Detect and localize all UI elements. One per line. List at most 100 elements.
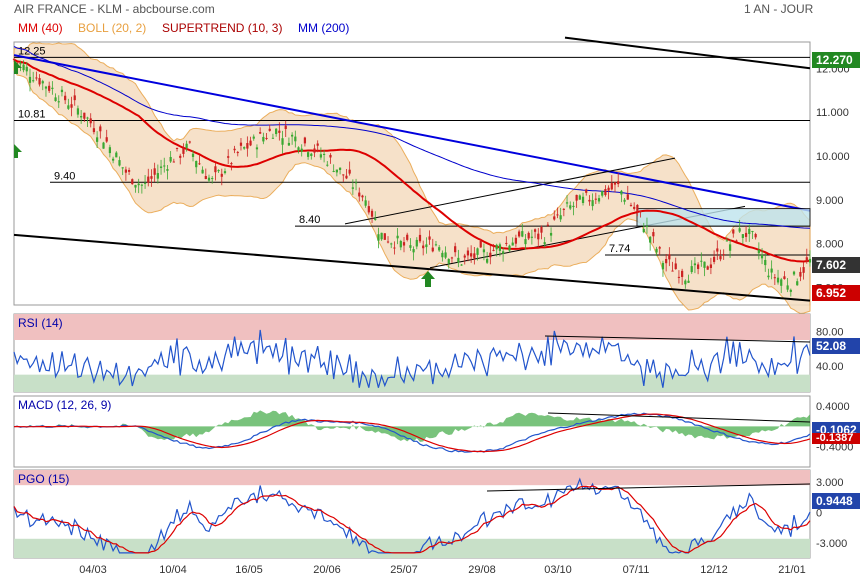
candle-body bbox=[760, 254, 764, 259]
candle-body bbox=[179, 155, 182, 158]
candle-body bbox=[233, 148, 236, 151]
candle-body bbox=[358, 192, 361, 197]
downtrend-line-blue bbox=[13, 54, 811, 212]
candle-body bbox=[553, 216, 556, 220]
candle-body bbox=[792, 271, 796, 275]
candle-body bbox=[661, 262, 665, 270]
candle-body bbox=[415, 239, 418, 247]
buy-arrow-icon bbox=[14, 60, 22, 74]
candle-body bbox=[677, 276, 681, 278]
candle-body bbox=[530, 236, 533, 238]
level-label: 7.74 bbox=[609, 243, 630, 255]
candle-body bbox=[354, 182, 358, 184]
candle-body bbox=[591, 200, 594, 207]
candle-body bbox=[597, 198, 601, 202]
candle-body bbox=[732, 229, 735, 234]
candle-body bbox=[703, 261, 706, 268]
y-tick-label: 0.4000 bbox=[816, 401, 850, 413]
candle-body bbox=[575, 194, 578, 201]
candle-body bbox=[134, 184, 137, 188]
pgo-signal-line bbox=[13, 485, 811, 554]
candle-body bbox=[438, 247, 441, 251]
candle-body bbox=[399, 240, 402, 248]
candle-body bbox=[306, 152, 310, 157]
candle-body bbox=[348, 169, 351, 174]
candle-body bbox=[549, 232, 553, 236]
candle-body bbox=[265, 137, 268, 139]
candle-body bbox=[460, 264, 463, 266]
candle-body bbox=[380, 232, 383, 240]
candle-body bbox=[748, 228, 751, 235]
candle-body bbox=[562, 208, 565, 210]
legend-macd: MACD (12, 26, 9) bbox=[18, 398, 112, 412]
legend-pgo: PGO (15) bbox=[18, 472, 70, 486]
candle-body bbox=[757, 250, 760, 254]
candle-body bbox=[64, 95, 67, 101]
candle-body bbox=[479, 241, 482, 248]
candle-body bbox=[12, 58, 16, 60]
candle-body bbox=[412, 249, 415, 253]
candle-body bbox=[709, 264, 713, 268]
candle-body bbox=[623, 199, 626, 202]
mm40-line bbox=[13, 58, 811, 263]
candle-body bbox=[728, 244, 732, 251]
candle-body bbox=[604, 189, 607, 196]
candle-body bbox=[725, 240, 728, 242]
candle-body bbox=[789, 289, 792, 292]
x-tick-label: 29/08 bbox=[468, 564, 496, 576]
candle-body bbox=[70, 104, 73, 108]
indicator-trend-line bbox=[544, 335, 811, 343]
candle-body bbox=[805, 257, 808, 262]
supertrend-badge: 6.952 bbox=[812, 285, 860, 301]
candle-body bbox=[425, 244, 428, 248]
candle-body bbox=[111, 158, 115, 161]
macd-line bbox=[13, 412, 811, 453]
candle-body bbox=[594, 198, 597, 200]
candle-body bbox=[626, 194, 629, 200]
x-tick-label: 04/03 bbox=[79, 564, 107, 576]
zone-band bbox=[14, 470, 810, 486]
candle-body bbox=[802, 267, 805, 273]
candle-body bbox=[32, 80, 35, 82]
candle-body bbox=[428, 236, 431, 240]
candle-body bbox=[22, 64, 25, 71]
candle-body bbox=[297, 147, 300, 151]
candle-body bbox=[338, 167, 342, 171]
candle-body bbox=[89, 118, 92, 124]
x-tick-label: 16/05 bbox=[235, 564, 263, 576]
candle-body bbox=[38, 78, 41, 85]
candle-body bbox=[569, 205, 572, 209]
candle-body bbox=[645, 225, 649, 227]
candle-body bbox=[687, 280, 690, 283]
candle-body bbox=[393, 247, 396, 249]
candle-body bbox=[514, 237, 518, 244]
candle-body bbox=[287, 142, 291, 146]
candle-body bbox=[780, 279, 783, 286]
candle-body bbox=[195, 160, 198, 168]
candle-body bbox=[796, 281, 799, 286]
last-price-badge: 12.270 bbox=[812, 52, 860, 68]
pgo-panel: 3.000 0 -3.000 bbox=[13, 469, 847, 559]
candle-body bbox=[454, 246, 457, 253]
candle-body bbox=[332, 170, 335, 172]
candle-body bbox=[585, 189, 588, 193]
candle-body bbox=[124, 169, 128, 173]
candle-body bbox=[28, 76, 32, 83]
rsi-panel: 80.00 40.00 bbox=[13, 313, 844, 393]
macd-signal-badge: -0.1387 bbox=[812, 433, 860, 444]
candle-body bbox=[537, 233, 540, 240]
candle-body bbox=[476, 248, 479, 255]
candle-body bbox=[409, 245, 412, 248]
candle-body bbox=[163, 165, 166, 167]
candle-body bbox=[578, 195, 581, 200]
candle-body bbox=[227, 156, 230, 158]
candle-body bbox=[540, 227, 543, 233]
candle-body bbox=[565, 202, 569, 204]
candle-body bbox=[492, 249, 495, 251]
current-price-badge: 7.602 bbox=[812, 257, 860, 273]
candle-body bbox=[556, 214, 559, 216]
candle-body bbox=[617, 181, 620, 185]
candle-body bbox=[696, 264, 700, 269]
candle-body bbox=[495, 244, 498, 250]
legend-supertrend: SUPERTREND (10, 3) bbox=[162, 21, 283, 35]
